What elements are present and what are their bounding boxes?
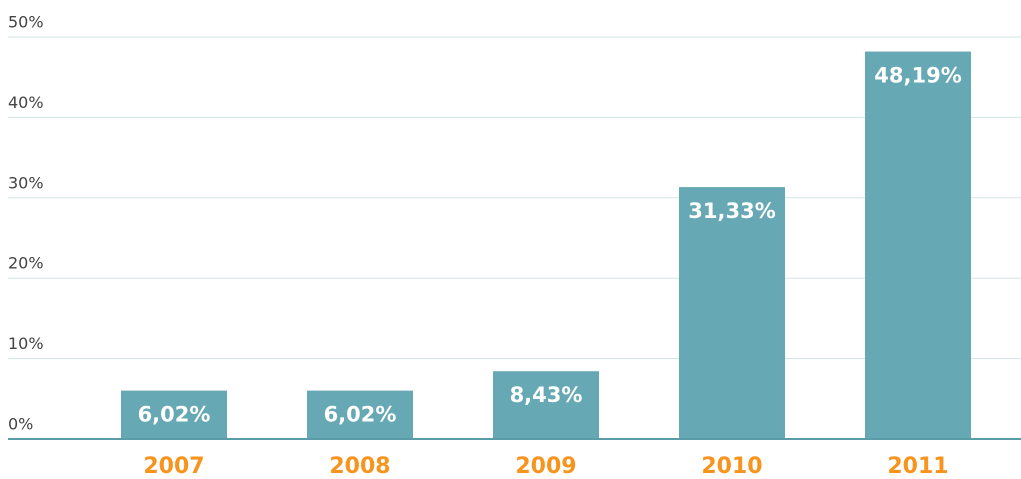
x-tick-label: 2010 xyxy=(701,454,762,479)
data-label: 6,02% xyxy=(138,403,211,427)
y-tick-label: 20% xyxy=(8,254,44,273)
bar xyxy=(679,187,785,439)
y-tick-label: 30% xyxy=(8,173,44,192)
bar xyxy=(865,51,971,439)
x-tick-label: 2007 xyxy=(143,454,204,479)
data-label: 31,33% xyxy=(688,199,775,223)
x-tick-label: 2009 xyxy=(515,454,576,479)
bar xyxy=(307,390,413,439)
x-tick-label: 2008 xyxy=(329,454,390,479)
bar xyxy=(493,371,599,439)
bar xyxy=(121,390,227,439)
data-label: 8,43% xyxy=(510,383,583,407)
y-tick-label: 0% xyxy=(8,415,33,434)
data-label: 6,02% xyxy=(324,403,397,427)
x-tick-label: 2011 xyxy=(887,454,948,479)
y-tick-label: 50% xyxy=(8,13,44,32)
y-tick-label: 10% xyxy=(8,334,44,353)
y-tick-label: 40% xyxy=(8,93,44,112)
data-label: 48,19% xyxy=(874,64,961,88)
